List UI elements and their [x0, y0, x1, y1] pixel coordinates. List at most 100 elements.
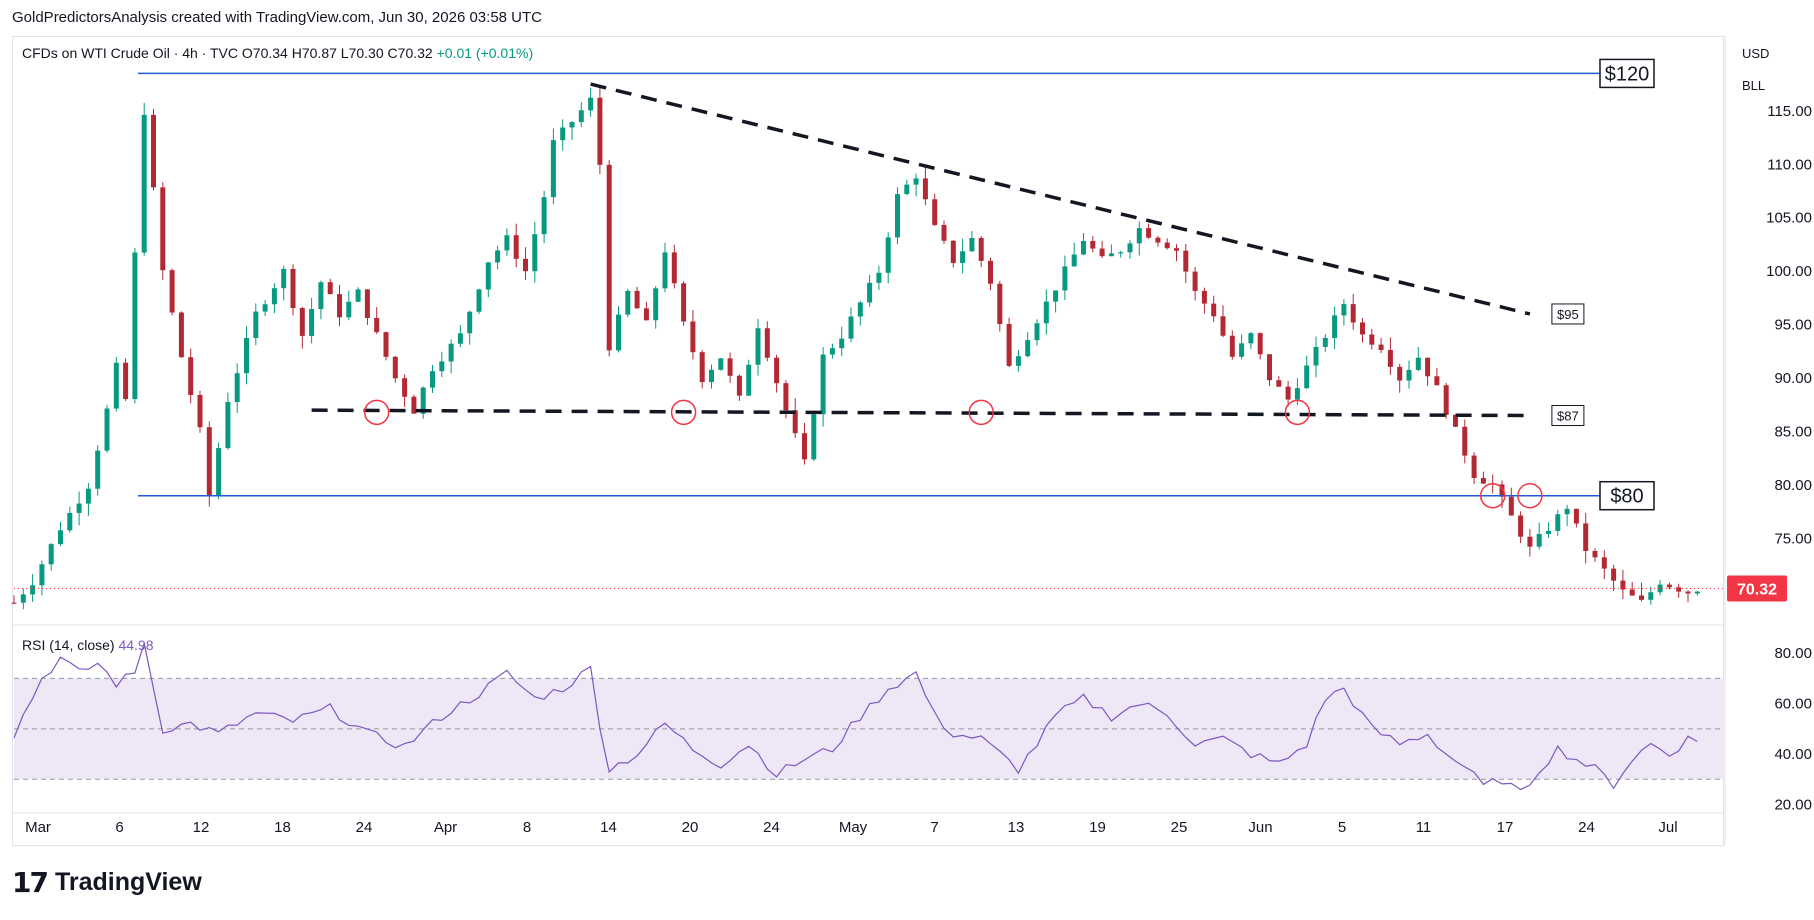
candle-body — [1369, 334, 1375, 345]
candle-body — [495, 250, 501, 263]
price-axis-tick: 105.00 — [1766, 210, 1812, 227]
tradingview-logo[interactable]: 17 TradingView — [12, 866, 202, 899]
symbol-legend: CFDs on WTI Crude Oil · 4h · TVC O70.34 … — [22, 45, 533, 61]
candle-body — [1118, 252, 1124, 254]
candle-body — [541, 197, 547, 235]
candle-body — [1229, 335, 1235, 357]
candle-body — [11, 602, 17, 604]
time-axis-label: 19 — [1089, 819, 1106, 836]
candle-body — [337, 294, 342, 318]
candle-body — [1155, 237, 1161, 243]
high-label: H — [291, 45, 302, 61]
candle-body — [1453, 414, 1458, 427]
rsi-axis-tick: 20.00 — [1774, 796, 1812, 813]
rsi-line — [13, 642, 1698, 791]
candle-body — [20, 594, 26, 603]
candle-body — [355, 289, 361, 302]
candle-body — [1332, 315, 1338, 338]
candle-body — [1425, 357, 1431, 377]
candle-body — [616, 314, 621, 351]
open-value: 70.34 — [252, 45, 288, 61]
candle-body — [588, 97, 594, 111]
candle-body — [76, 503, 82, 513]
time-axis-label: 11 — [1416, 819, 1432, 836]
candle-body — [829, 348, 835, 355]
candle-body — [1471, 455, 1477, 478]
candle-body — [383, 332, 389, 357]
candle-body — [1546, 530, 1551, 534]
candle-body — [1285, 386, 1291, 400]
dashed-trend-line[interactable] — [590, 82, 1531, 316]
currency-label[interactable]: USD — [1742, 46, 1770, 61]
level-label-box — [1599, 480, 1655, 511]
candle-body — [811, 414, 817, 460]
candle-body — [922, 178, 928, 200]
time-axis-label: Jul — [1658, 819, 1677, 836]
candle-body — [485, 262, 491, 290]
candle-body — [457, 333, 463, 344]
rsi-legend: RSI (14, close) 44.98 — [22, 637, 154, 653]
candle-body — [1611, 568, 1617, 581]
candle-body — [560, 127, 566, 141]
candle-body — [1006, 323, 1012, 366]
candle-body — [1527, 536, 1533, 547]
time-axis-label: 7 — [930, 819, 938, 836]
candle-body — [523, 258, 528, 272]
price-axis-tick: 85.00 — [1774, 424, 1812, 441]
candle-body — [1267, 354, 1272, 381]
candle-body — [1276, 380, 1282, 387]
symbol-name[interactable]: CFDs on WTI Crude Oil · 4h · TVC — [22, 45, 239, 61]
last-price-tag[interactable] — [1727, 575, 1787, 602]
candle-body — [95, 450, 101, 489]
candle-body — [392, 356, 398, 379]
rsi-axis-tick: 80.00 — [1774, 645, 1812, 662]
candle-body — [1071, 254, 1077, 267]
candle-body — [1676, 587, 1682, 592]
candle-body — [1620, 580, 1626, 590]
time-axis-label: 13 — [1008, 819, 1025, 836]
candle-body — [1434, 376, 1440, 386]
candle-body — [1062, 266, 1068, 291]
candle-body — [327, 282, 333, 295]
candle-body — [1239, 343, 1245, 357]
candle-body — [718, 358, 724, 370]
candle-body — [85, 488, 91, 504]
touch-circle-marker — [363, 399, 390, 426]
candle-body — [1220, 316, 1226, 336]
candle-body — [253, 311, 259, 338]
candle-body — [643, 308, 649, 321]
candle-body — [1639, 595, 1644, 600]
candle-body — [699, 352, 705, 383]
candle-body — [634, 290, 640, 309]
candle-body — [932, 199, 938, 225]
price-axis-tick: 95.00 — [1774, 317, 1812, 334]
candle-body — [1666, 584, 1672, 588]
unit-label[interactable]: BLL — [1742, 78, 1766, 93]
level-label: $120 — [1605, 63, 1650, 85]
touch-circle-marker — [1284, 399, 1311, 426]
candle-body — [1248, 333, 1254, 344]
high-value: 70.87 — [301, 45, 337, 61]
candle-body — [783, 383, 789, 411]
tradingview-logo-text: TradingView — [54, 868, 202, 896]
candle-body — [1081, 240, 1086, 255]
candle-body — [1360, 322, 1365, 335]
candle-body — [1136, 228, 1142, 244]
candle-body — [1443, 385, 1449, 415]
candle-body — [1564, 508, 1570, 515]
candle-body — [1108, 253, 1114, 257]
dashed-trend-line[interactable] — [311, 408, 1530, 418]
chart-frame — [12, 36, 1724, 846]
trend-label: $87 — [1557, 409, 1579, 424]
candle-body — [1648, 592, 1654, 600]
candle-body — [1536, 533, 1542, 547]
candle-body — [67, 512, 73, 531]
candle-body — [1099, 248, 1105, 257]
time-axis-label: Apr — [434, 819, 457, 836]
rsi-title[interactable]: RSI (14, close) — [22, 637, 115, 653]
candle-body — [653, 288, 659, 321]
candle-body — [113, 362, 119, 409]
candle-body — [476, 289, 482, 312]
candle-body — [448, 343, 454, 362]
